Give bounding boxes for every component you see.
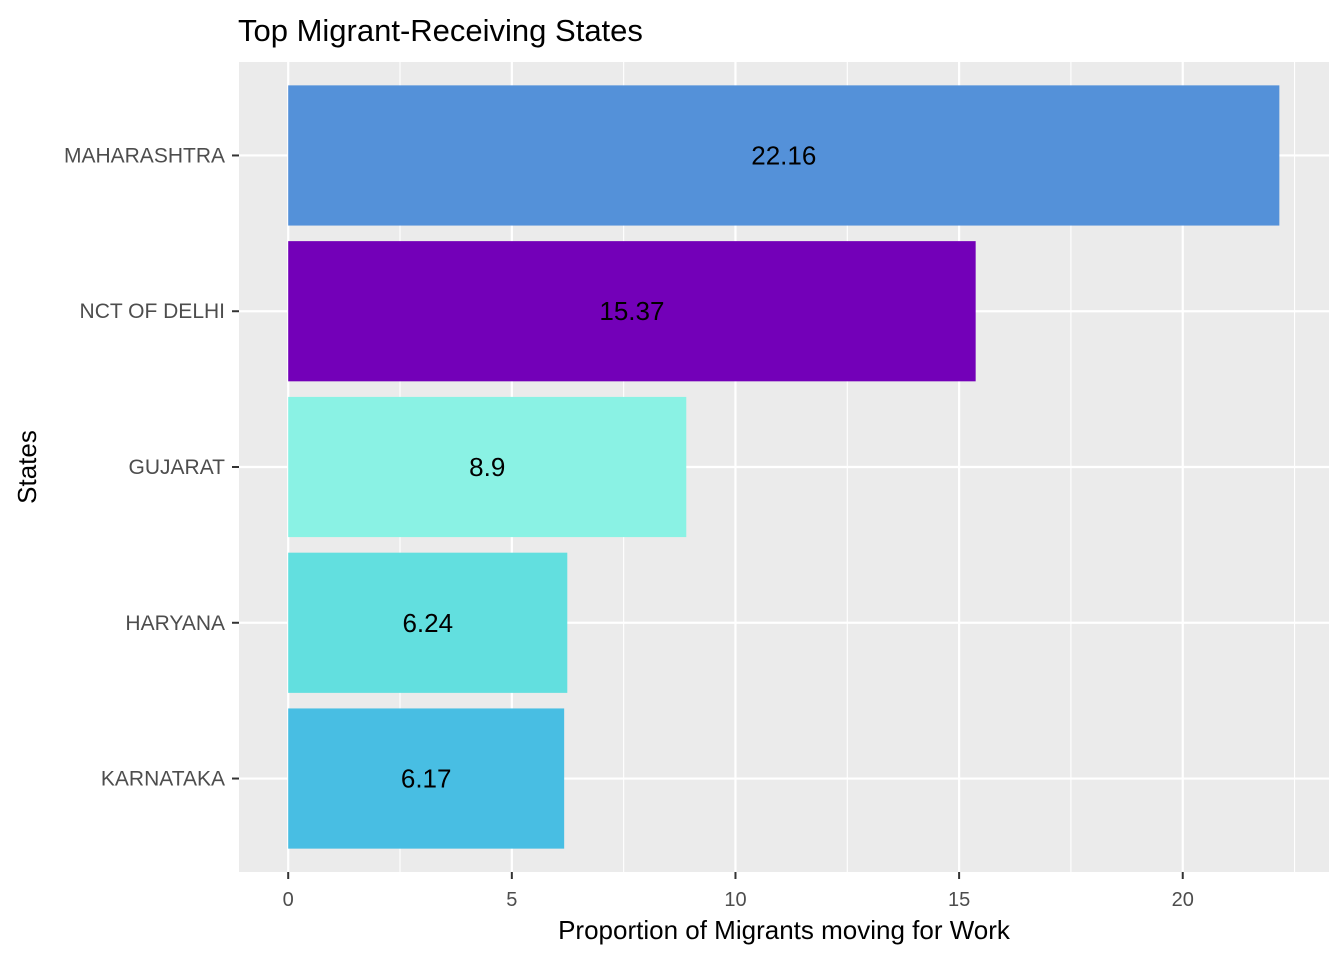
bar-value-label: 6.24 — [402, 608, 453, 638]
chart-title: Top Migrant-Receiving States — [238, 13, 643, 48]
y-tick-label: GUJARAT — [129, 456, 226, 479]
y-tick-label: KARNATAKA — [101, 768, 225, 791]
bar-labels-group: 22.16 15.37 8.9 6.24 6.17 — [401, 140, 816, 793]
x-axis: 0 5 10 15 20 — [283, 872, 1194, 911]
bar-nct-of-delhi — [288, 241, 976, 382]
bar-haryana — [288, 552, 568, 693]
y-tick-label: MAHARASHTRA — [64, 144, 225, 167]
x-tick-label: 10 — [724, 889, 746, 911]
bar-value-label: 8.9 — [469, 452, 505, 482]
x-axis-title: Proportion of Migrants moving for Work — [558, 915, 1011, 945]
y-axis: MAHARASHTRA NCT OF DELHI GUJARAT HARYANA KAR… — [64, 144, 239, 791]
x-tick-label: 0 — [283, 889, 294, 911]
y-tick-label: NCT OF DELHI — [80, 300, 225, 323]
bars-group — [288, 85, 1280, 849]
bar-maharashtra — [288, 85, 1280, 226]
x-tick-label: 20 — [1172, 889, 1194, 911]
bar-value-label: 15.37 — [599, 296, 664, 326]
bar-karnataka — [288, 708, 565, 849]
y-tick-label: HARYANA — [125, 612, 225, 635]
bar-value-label: 22.16 — [751, 140, 816, 170]
x-tick-label: 15 — [948, 889, 970, 911]
bar-value-label: 6.17 — [401, 764, 452, 794]
bar-gujarat — [288, 396, 687, 538]
y-axis-title: States — [12, 430, 42, 504]
x-tick-label: 5 — [506, 889, 517, 911]
